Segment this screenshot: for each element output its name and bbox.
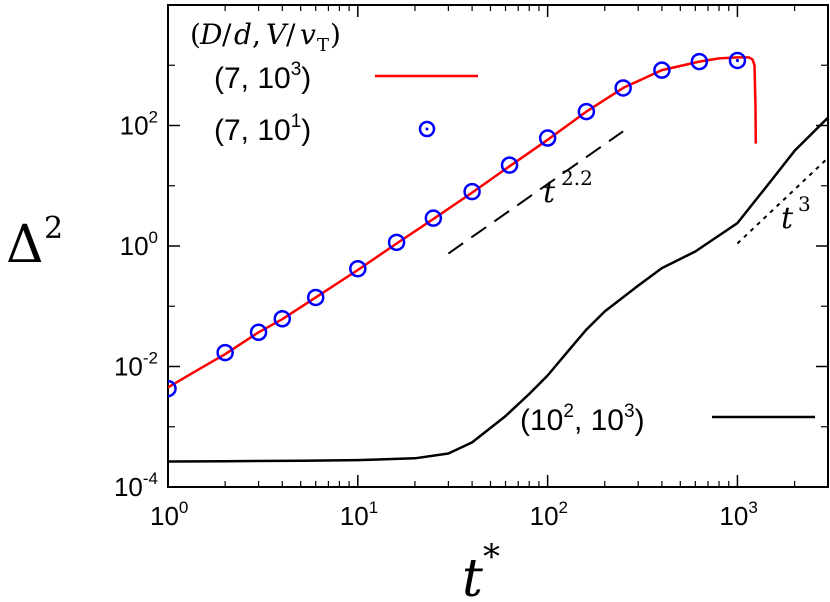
legend-black-label: (10: [520, 404, 563, 437]
svg-text:t: t: [543, 175, 556, 210]
series-marker-1: [463, 182, 481, 201]
svg-text:V: V: [266, 18, 289, 51]
y-axis-label: Δ 2: [6, 211, 63, 275]
x-tick-label: 102: [530, 498, 568, 531]
series-marker-1: [690, 52, 709, 71]
y-axis-label-delta: Δ: [6, 215, 44, 275]
series-line-2: [168, 116, 829, 463]
svg-text:,: ,: [252, 18, 261, 51]
svg-text:3: 3: [798, 192, 811, 216]
series-marker-1: [653, 61, 671, 79]
y-axis-label-exp: 2: [44, 211, 63, 246]
svg-text:2.2: 2.2: [561, 166, 593, 190]
series-marker-1: [728, 51, 747, 70]
series-marker-1: [538, 129, 557, 147]
tick-labels: 100 101 102 103 10-4 10-2 100 102: [114, 108, 758, 532]
svg-text:v: v: [300, 18, 316, 51]
y-tick-label: 102: [120, 108, 158, 141]
series-marker-1: [424, 209, 443, 227]
svg-text:(: (: [190, 18, 201, 51]
svg-text:d: d: [234, 18, 252, 51]
y-tick-label: 100: [120, 228, 158, 261]
legend-blue-label: (7, 10: [214, 114, 291, 147]
x-axis-label-t: t: [462, 549, 483, 602]
series-marker-dot: [735, 58, 740, 63]
guide-line-0: [447, 130, 624, 255]
legend: ( D / d , V / v T ) (7, 103) (7, 101): [190, 18, 815, 437]
series-marker-1: [249, 323, 268, 342]
series-marker-1: [614, 79, 632, 97]
series-layer: [168, 51, 829, 463]
legend-entry-blue: (7, 101): [214, 111, 436, 147]
y-tick-label: 10-4: [114, 469, 158, 502]
svg-text:(102, 103): (102, 103): [520, 401, 645, 437]
svg-text:D: D: [199, 18, 222, 51]
legend-red-label: (7, 10: [214, 62, 291, 95]
x-tick-label: 101: [340, 498, 378, 531]
legend-entry-black: (102, 103): [520, 401, 815, 437]
x-tick-label: 103: [719, 498, 757, 531]
series-marker-1: [387, 233, 406, 252]
annotation-t3: t 3: [781, 192, 811, 236]
svg-text:(7, 103): (7, 103): [214, 59, 311, 95]
series-marker-1: [273, 310, 292, 328]
series-marker-1: [216, 343, 234, 362]
series-marker-1: [349, 259, 367, 278]
svg-text:(7, 101): (7, 101): [214, 111, 311, 147]
series-marker-1: [306, 288, 325, 307]
svg-text:t: t: [781, 201, 794, 236]
series-marker-1: [500, 156, 519, 174]
x-tick-label: 100: [150, 498, 188, 531]
svg-text:/: /: [286, 18, 296, 51]
guide-line-1: [736, 157, 829, 245]
series-line-0: [168, 56, 758, 389]
svg-text:T: T: [317, 35, 329, 56]
x-axis-label-star: *: [483, 537, 500, 577]
svg-text:): ): [330, 18, 341, 51]
y-tick-label: 10-2: [114, 349, 158, 382]
svg-text:/: /: [222, 18, 232, 51]
legend-entry-red: (7, 103): [214, 59, 478, 95]
guide-lines: [447, 130, 829, 255]
x-axis-label: t *: [462, 537, 500, 602]
legend-blue-marker-dot: [425, 127, 429, 131]
legend-blue-marker: [418, 120, 436, 138]
series-marker-1: [168, 379, 177, 398]
annotation-t2-2: t 2.2: [543, 166, 593, 210]
legend-title: ( D / d , V / v T ): [190, 18, 341, 56]
axis-ticks: [167, 5, 829, 488]
series-marker-1: [577, 102, 596, 121]
